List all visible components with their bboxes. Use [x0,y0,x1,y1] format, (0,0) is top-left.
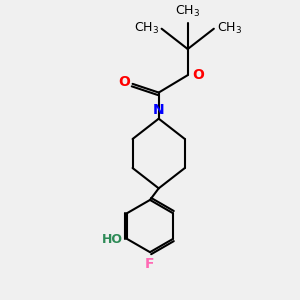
Text: F: F [145,256,155,271]
Text: CH$_3$: CH$_3$ [217,21,242,36]
Text: O: O [192,68,204,82]
Text: O: O [118,75,130,89]
Text: HO: HO [102,232,123,246]
Text: N: N [153,103,164,117]
Text: CH$_3$: CH$_3$ [175,4,200,19]
Text: CH$_3$: CH$_3$ [134,21,159,36]
